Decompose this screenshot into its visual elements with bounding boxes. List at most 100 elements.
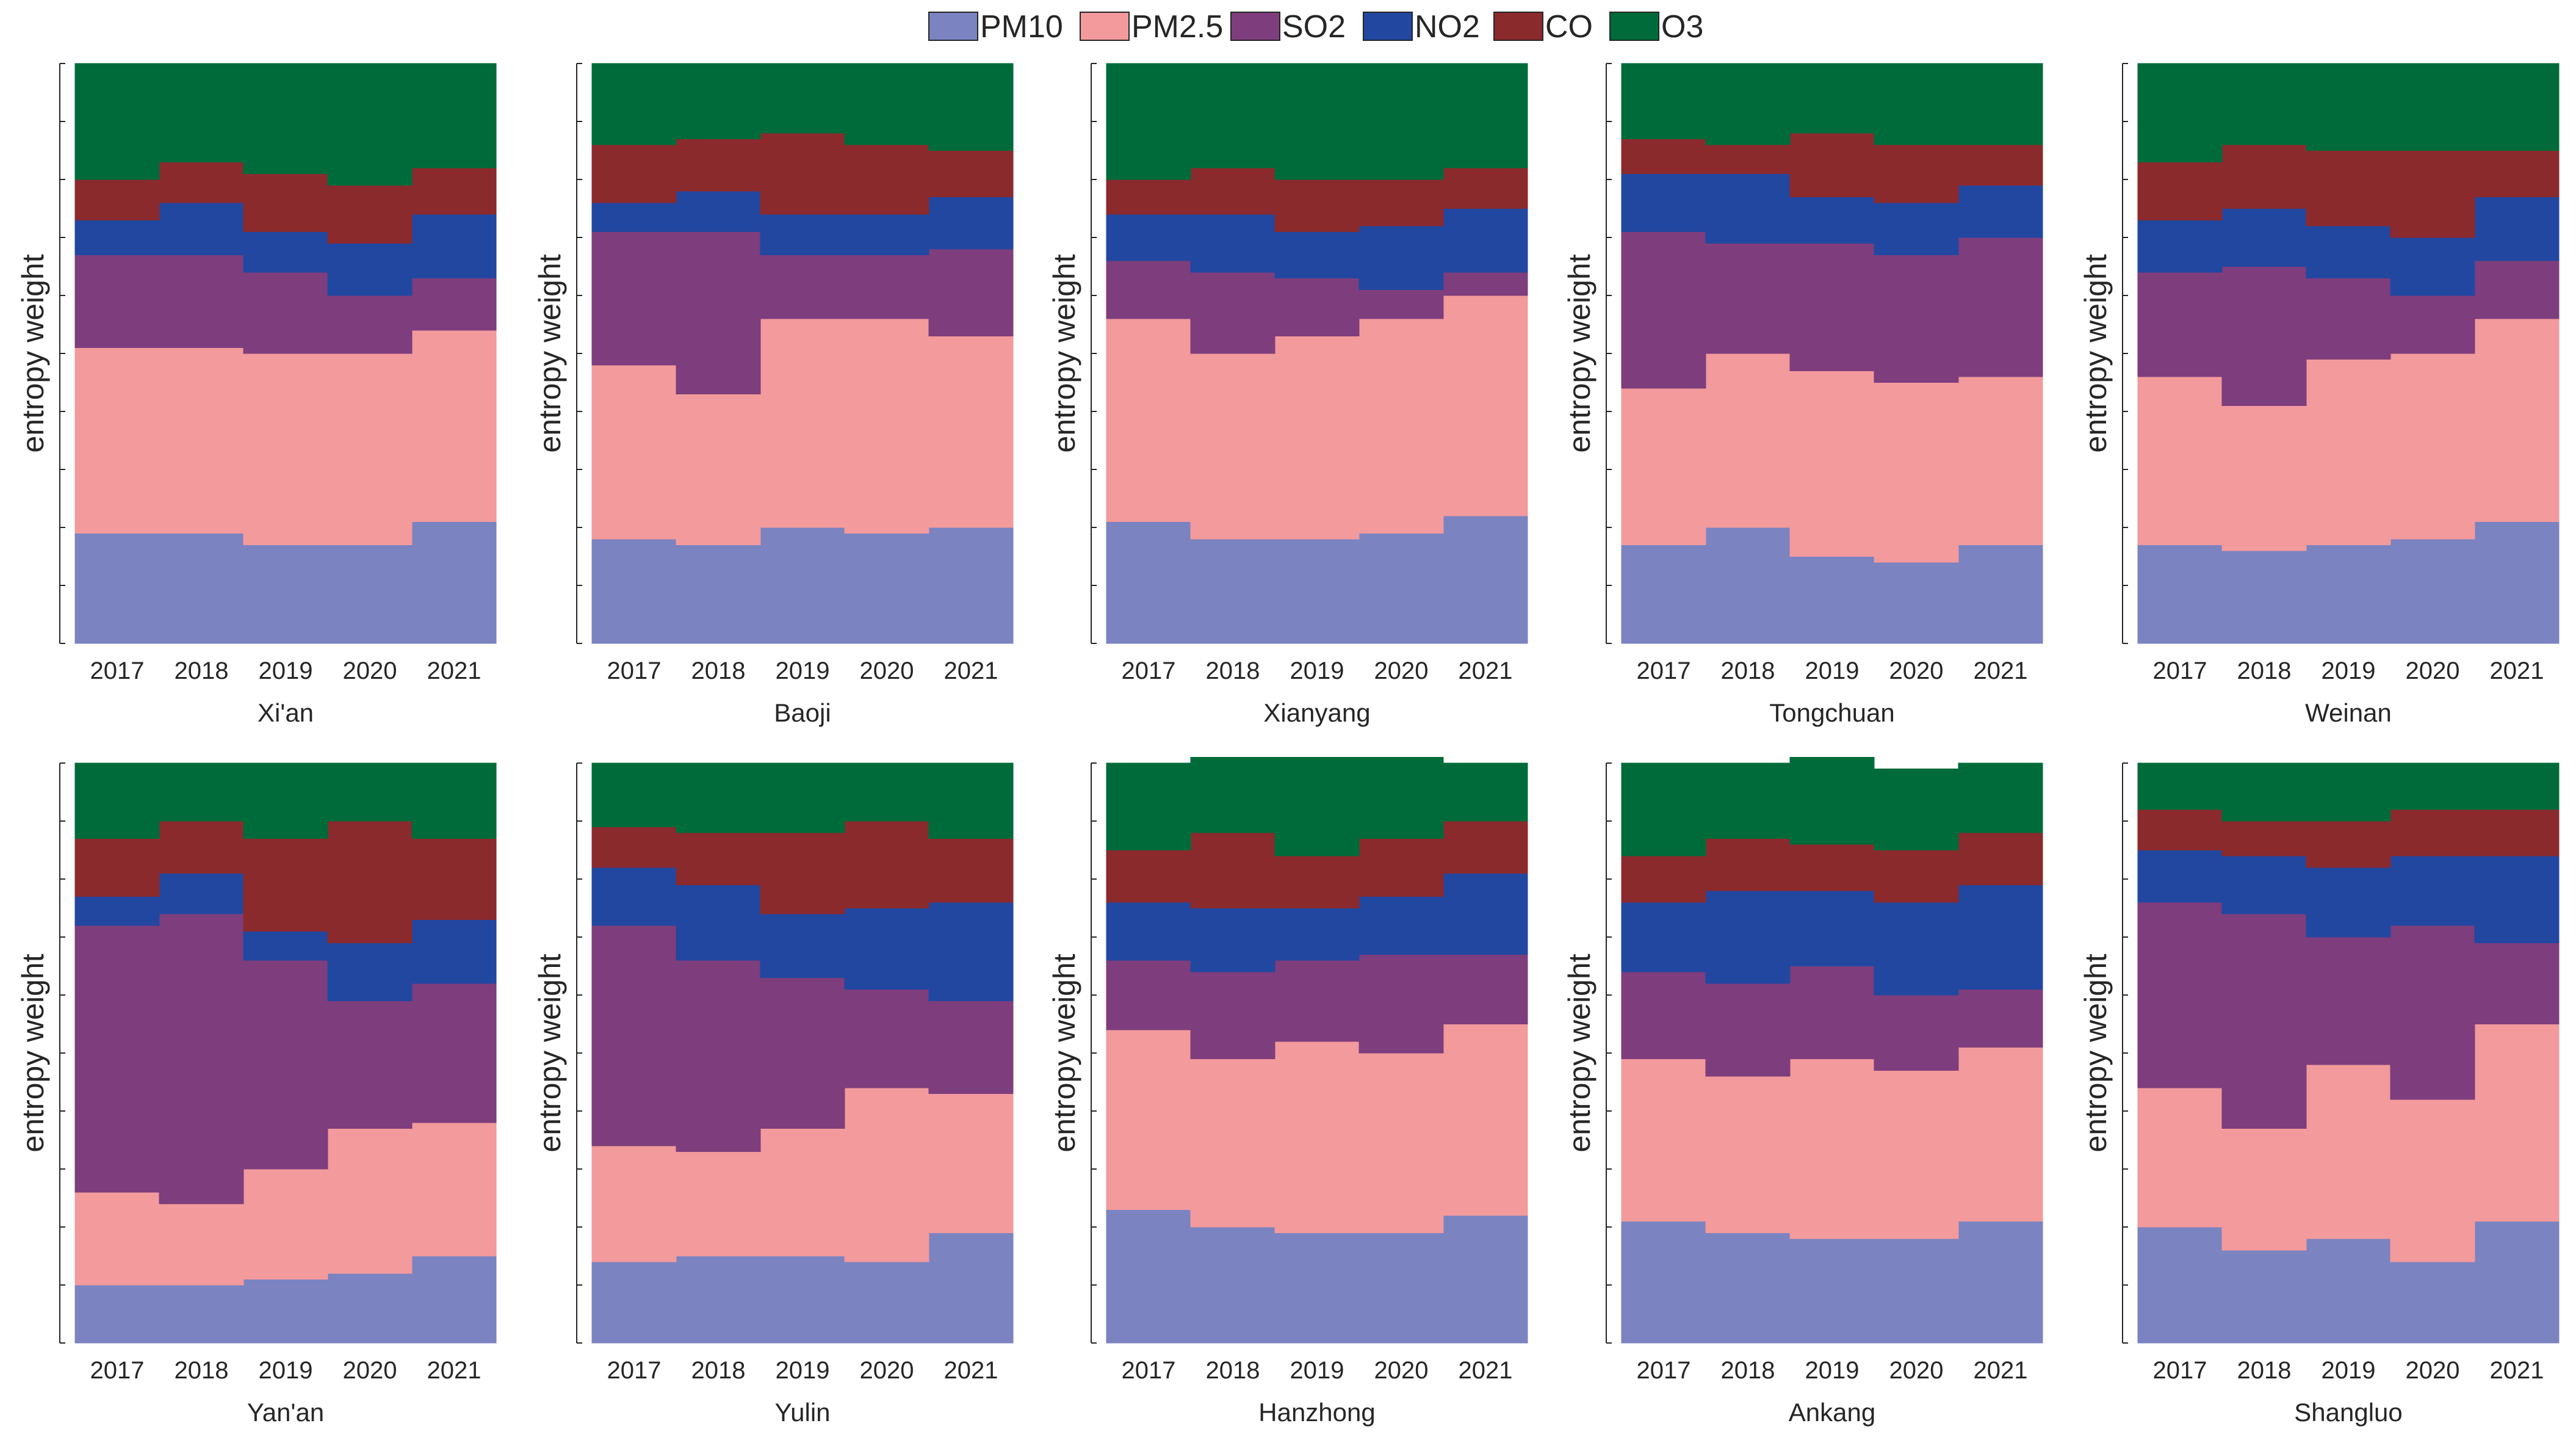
legend-label-co: CO <box>1545 9 1593 45</box>
legend-swatch-no2 <box>1363 12 1413 41</box>
area-baoji-pm10 <box>591 527 1014 644</box>
x-tick-label-shangluo-2018: 2018 <box>2237 1357 2292 1384</box>
y-axis-label-baoji: entropy weight <box>533 254 567 452</box>
y-axis-label-xian: entropy weight <box>16 254 50 452</box>
x-tick-label-tongchuan-2020: 2020 <box>1889 657 1944 684</box>
x-tick-label-baoji-2020: 2020 <box>860 657 914 684</box>
x-tick-label-yulin-2018: 2018 <box>691 1357 746 1384</box>
x-tick-label-yulin-2020: 2020 <box>860 1357 914 1384</box>
chart-xian: entropy weight 2017 2018 2019 2020 2021 Xi'an <box>16 63 497 727</box>
x-tick-label-weinan-2018: 2018 <box>2237 657 2292 684</box>
x-tick-label-xianyang-2017: 2017 <box>1122 657 1176 684</box>
x-tick-label-yanan-2021: 2021 <box>427 1357 482 1384</box>
x-tick-label-baoji-2019: 2019 <box>776 657 830 684</box>
panel-title-shangluo: Shangluo <box>2294 1398 2403 1427</box>
x-tick-label-weinan-2017: 2017 <box>2153 657 2207 684</box>
panel-title-baoji: Baoji <box>774 698 831 727</box>
chart-tongchuan: entropy weight 2017 2018 2019 2020 2021 Tongch… <box>1562 63 2043 727</box>
x-tick-label-ankang-2020: 2020 <box>1889 1357 1944 1384</box>
x-tick-label-yanan-2019: 2019 <box>259 1357 313 1384</box>
x-tick-label-xianyang-2019: 2019 <box>1290 657 1344 684</box>
legend-label-pm10: PM10 <box>980 9 1063 45</box>
x-tick-label-xianyang-2018: 2018 <box>1206 657 1260 684</box>
x-tick-label-baoji-2018: 2018 <box>691 657 746 684</box>
area-ankang-pm10 <box>1621 1221 2043 1344</box>
x-tick-label-xian-2018: 2018 <box>175 657 229 684</box>
legend: PM10 PM2.5 SO2 NO2 CO O3 <box>928 9 1703 45</box>
legend-label-pm25: PM2.5 <box>1131 9 1223 45</box>
x-tick-label-tongchuan-2017: 2017 <box>1637 657 1691 684</box>
x-tick-label-hanzhong-2018: 2018 <box>1206 1357 1260 1384</box>
area-shangluo-o3 <box>2137 762 2560 822</box>
panel-title-yulin: Yulin <box>774 1398 830 1427</box>
y-axis-label-tongchuan: entropy weight <box>1562 254 1596 452</box>
chart-shangluo: entropy weight 2017 2018 2019 2020 2021 Shangl… <box>2079 762 2560 1427</box>
legend-label-so2: SO2 <box>1282 9 1346 45</box>
legend-label-no2: NO2 <box>1415 9 1480 45</box>
chart-baoji: entropy weight 2017 2018 2019 2020 2021 Baoji <box>533 63 1014 727</box>
chart-ankang: entropy weight 2017 2018 2019 2020 2021 Ankang <box>1562 757 2043 1427</box>
legend-swatch-o3 <box>1609 12 1659 41</box>
panel-title-tongchuan: Tongchuan <box>1769 698 1895 727</box>
area-xianyang-o3 <box>1106 63 1528 180</box>
x-tick-label-xian-2019: 2019 <box>259 657 313 684</box>
panel-title-xianyang: Xianyang <box>1263 698 1370 727</box>
x-tick-label-shangluo-2021: 2021 <box>2490 1357 2544 1384</box>
x-tick-label-yulin-2021: 2021 <box>944 1357 998 1384</box>
y-axis-label-shangluo: entropy weight <box>2079 954 2113 1152</box>
x-tick-label-yulin-2017: 2017 <box>607 1357 662 1384</box>
area-hanzhong-o3 <box>1106 757 1528 856</box>
area-ankang-o3 <box>1621 757 2043 856</box>
panel-title-hanzhong: Hanzhong <box>1258 1398 1375 1427</box>
area-yanan-o3 <box>74 762 497 839</box>
chart-xianyang: entropy weight 2017 2018 2019 2020 2021 Xianya… <box>1047 63 1528 727</box>
chart-yulin: entropy weight 2017 2018 2019 2020 2021 Yulin <box>533 762 1014 1427</box>
x-tick-label-ankang-2021: 2021 <box>1974 1357 2028 1384</box>
x-tick-label-xian-2021: 2021 <box>427 657 482 684</box>
legend-swatch-pm25 <box>1080 12 1130 41</box>
y-axis-label-hanzhong: entropy weight <box>1047 954 1081 1152</box>
chart-weinan: entropy weight 2017 2018 2019 2020 2021 Weinan <box>2079 63 2560 727</box>
x-tick-label-weinan-2019: 2019 <box>2322 657 2376 684</box>
x-tick-label-xian-2020: 2020 <box>343 657 397 684</box>
panel-title-xian: Xi'an <box>258 698 314 727</box>
panel-title-weinan: Weinan <box>2305 698 2392 727</box>
area-xian-o3 <box>74 63 497 186</box>
legend-swatch-co <box>1493 12 1543 41</box>
x-tick-label-ankang-2018: 2018 <box>1721 1357 1775 1384</box>
x-tick-label-shangluo-2019: 2019 <box>2322 1357 2376 1384</box>
legend-swatch-pm10 <box>928 12 978 41</box>
x-tick-label-hanzhong-2021: 2021 <box>1459 1357 1513 1384</box>
area-tongchuan-so2 <box>1621 231 2043 389</box>
x-tick-label-ankang-2017: 2017 <box>1637 1357 1691 1384</box>
area-weinan-o3 <box>2137 63 2560 162</box>
legend-label-o3: O3 <box>1661 9 1703 45</box>
panel-title-ankang: Ankang <box>1789 1398 1875 1427</box>
x-tick-label-ankang-2019: 2019 <box>1805 1357 1860 1384</box>
x-tick-label-baoji-2017: 2017 <box>607 657 662 684</box>
x-tick-label-xianyang-2020: 2020 <box>1374 657 1429 684</box>
x-tick-label-tongchuan-2021: 2021 <box>1974 657 2028 684</box>
x-tick-label-baoji-2021: 2021 <box>944 657 998 684</box>
x-tick-label-weinan-2021: 2021 <box>2490 657 2544 684</box>
x-tick-label-yulin-2019: 2019 <box>776 1357 830 1384</box>
x-tick-label-tongchuan-2019: 2019 <box>1805 657 1860 684</box>
x-tick-label-xianyang-2021: 2021 <box>1459 657 1513 684</box>
y-axis-label-xianyang: entropy weight <box>1047 254 1081 452</box>
area-xian-pm25 <box>74 330 497 545</box>
area-ankang-pm25 <box>1621 1047 2043 1239</box>
x-tick-label-shangluo-2020: 2020 <box>2406 1357 2460 1384</box>
chart-panels: entropy weight 2017 2018 2019 2020 2021 Xi'an e… <box>16 63 2560 1427</box>
x-tick-label-shangluo-2017: 2017 <box>2153 1357 2207 1384</box>
y-axis-label-weinan: entropy weight <box>2079 254 2113 452</box>
y-axis-label-yanan: entropy weight <box>16 954 50 1152</box>
x-tick-label-hanzhong-2020: 2020 <box>1374 1357 1429 1384</box>
x-tick-label-yanan-2018: 2018 <box>175 1357 229 1384</box>
area-yulin-o3 <box>591 762 1014 839</box>
x-tick-label-hanzhong-2019: 2019 <box>1290 1357 1344 1384</box>
chart-yanan: entropy weight 2017 2018 2019 2020 2021 Yan'an <box>16 762 497 1427</box>
x-tick-label-tongchuan-2018: 2018 <box>1721 657 1775 684</box>
y-axis-label-ankang: entropy weight <box>1562 954 1596 1152</box>
x-tick-label-yanan-2020: 2020 <box>343 1357 397 1384</box>
